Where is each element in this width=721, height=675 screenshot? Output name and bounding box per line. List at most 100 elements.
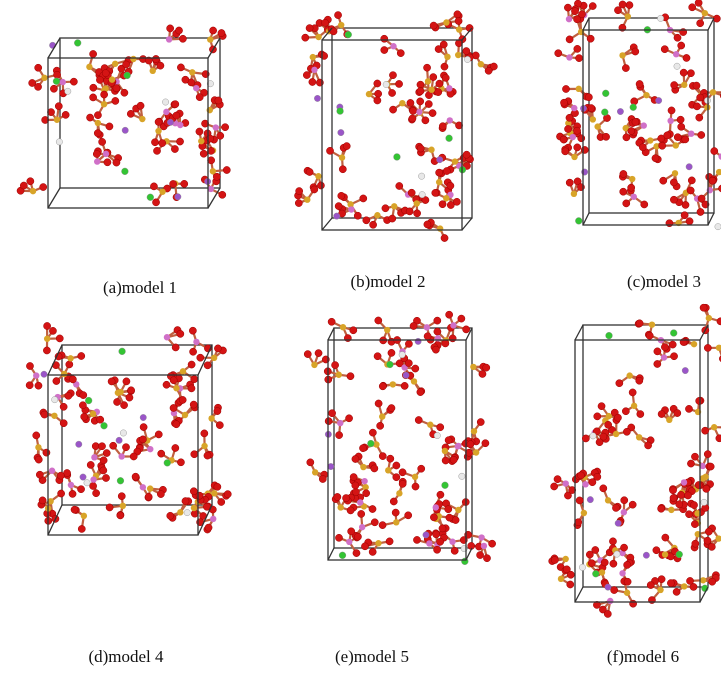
oxygen-atom xyxy=(458,315,465,322)
oxygen-atom xyxy=(375,400,382,407)
oxygen-atom xyxy=(98,443,105,450)
cell-edge xyxy=(328,548,334,560)
oxygen-atom xyxy=(55,103,62,110)
center-atom xyxy=(471,428,477,434)
oxygen-atom xyxy=(697,20,704,27)
ion-atom xyxy=(605,584,611,590)
ion-atom xyxy=(116,437,122,443)
center-atom xyxy=(666,417,672,423)
center-atom xyxy=(366,91,372,97)
oxygen-atom xyxy=(417,145,424,152)
oxygen-atom xyxy=(429,110,436,117)
oxygen-atom xyxy=(388,349,395,356)
center-atom xyxy=(706,315,712,321)
oxygen-atom xyxy=(449,335,456,342)
cell-edge xyxy=(48,188,60,208)
oxygen-atom xyxy=(647,581,654,588)
center-atom xyxy=(636,434,642,440)
center-atom xyxy=(213,124,219,130)
oxygen-atom xyxy=(219,191,226,198)
center-atom xyxy=(340,324,346,330)
oxygen-atom xyxy=(36,471,43,478)
center-atom xyxy=(442,448,448,454)
center-atom xyxy=(582,481,588,487)
center-atom xyxy=(625,13,631,19)
ion-atom xyxy=(101,422,108,429)
center-atom xyxy=(193,339,199,345)
oxygen-atom xyxy=(702,427,709,434)
oxygen-atom xyxy=(306,25,313,32)
oxygen-atom xyxy=(171,145,178,152)
oxygen-atom xyxy=(224,491,231,498)
oxygen-atom xyxy=(436,169,443,176)
oxygen-atom xyxy=(681,212,688,219)
oxygen-atom xyxy=(418,465,425,472)
oxygen-atom xyxy=(159,140,166,147)
center-atom xyxy=(361,478,367,484)
center-atom xyxy=(641,122,647,128)
oxygen-atom xyxy=(325,418,332,425)
center-atom xyxy=(315,173,321,179)
oxygen-atom xyxy=(177,330,184,337)
ion-atom xyxy=(175,194,181,200)
oxygen-atom xyxy=(687,187,694,194)
ion-atom xyxy=(74,40,81,47)
oxygen-atom xyxy=(652,155,659,162)
oxygen-atom xyxy=(442,457,449,464)
oxygen-atom xyxy=(423,64,430,71)
center-atom xyxy=(571,191,577,197)
oxygen-atom xyxy=(120,402,127,409)
oxygen-atom xyxy=(306,168,313,175)
center-atom xyxy=(649,321,655,327)
unit-cell-render xyxy=(17,25,230,208)
oxygen-atom xyxy=(455,17,462,24)
oxygen-atom xyxy=(424,333,431,340)
oxygen-atom xyxy=(485,67,492,74)
ion-atom xyxy=(403,372,409,378)
oxygen-atom xyxy=(632,118,639,125)
center-atom xyxy=(207,36,213,42)
center-atom xyxy=(35,444,41,450)
ion-atom xyxy=(164,459,171,466)
center-atom xyxy=(180,368,186,374)
center-atom xyxy=(177,509,183,515)
oxygen-atom xyxy=(401,382,408,389)
oxygen-atom xyxy=(196,94,203,101)
oxygen-atom xyxy=(551,556,558,563)
oxygen-atom xyxy=(386,538,393,545)
oxygen-atom xyxy=(336,432,343,439)
center-atom xyxy=(446,85,452,91)
oxygen-atom xyxy=(99,138,106,145)
center-atom xyxy=(399,100,405,106)
oxygen-atom xyxy=(182,497,189,504)
ion-atom xyxy=(602,90,609,97)
oxygen-atom xyxy=(106,123,113,130)
oxygen-atom xyxy=(69,490,76,497)
oxygen-atom xyxy=(379,522,386,529)
oxygen-atom xyxy=(697,94,704,101)
oxygen-atom xyxy=(658,410,665,417)
center-atom xyxy=(44,336,50,342)
oxygen-atom xyxy=(669,341,676,348)
oxygen-atom xyxy=(157,490,164,497)
ion-atom xyxy=(399,351,405,357)
oxygen-atom xyxy=(172,344,179,351)
oxygen-atom xyxy=(172,101,179,108)
oxygen-atom xyxy=(132,473,139,480)
oxygen-atom xyxy=(388,404,395,411)
center-atom xyxy=(566,54,572,60)
oxygen-atom xyxy=(594,413,601,420)
oxygen-atom xyxy=(93,150,100,157)
oxygen-atom xyxy=(430,22,437,29)
oxygen-atom xyxy=(399,480,406,487)
oxygen-atom xyxy=(106,504,113,511)
center-atom xyxy=(118,453,124,459)
ion-atom xyxy=(655,97,661,103)
oxygen-atom xyxy=(113,398,120,405)
oxygen-atom xyxy=(674,34,681,41)
oxygen-atom xyxy=(567,571,574,578)
oxygen-atom xyxy=(96,76,103,83)
oxygen-atom xyxy=(698,195,705,202)
oxygen-atom xyxy=(482,440,489,447)
ion-atom xyxy=(601,109,608,116)
